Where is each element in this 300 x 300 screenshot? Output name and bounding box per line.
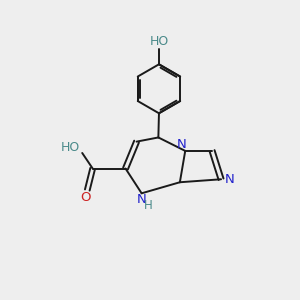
Text: N: N — [225, 173, 234, 186]
Text: N: N — [137, 194, 146, 206]
Text: H: H — [144, 199, 153, 212]
Text: O: O — [80, 191, 91, 204]
Text: HO: HO — [61, 141, 80, 154]
Text: N: N — [177, 138, 187, 152]
Text: HO: HO — [149, 34, 169, 47]
